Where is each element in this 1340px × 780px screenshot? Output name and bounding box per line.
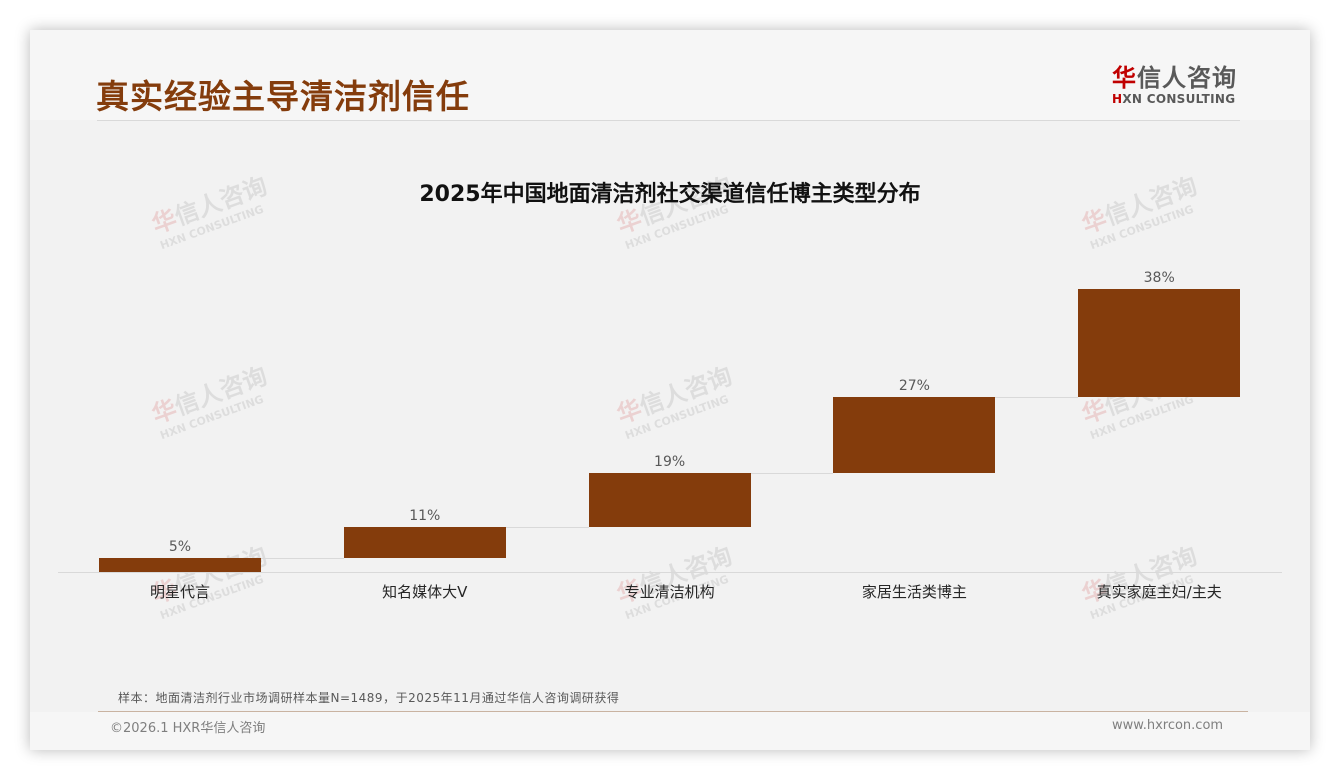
value-label: 38% [1143,270,1175,286]
copyright-text: ©2026.1 HXR华信人咨询 [110,721,266,736]
page-title: 真实经验主导清洁剂信任 [96,77,470,116]
bar-2 [343,526,506,558]
x-axis-line [58,572,1282,573]
header-band [30,30,1310,120]
category-label: 明星代言 [149,583,210,601]
chart-title: 2025年中国地面清洁剂社交渠道信任博主类型分布 [419,182,921,207]
waterfall-chart: 5% 明星代言 11% 知名媒体大V 19% 专业清洁机构 27% 家居生活类博主 38% 真实家… [58,270,1282,610]
footer-band [30,712,1310,750]
category-label: 知名媒体大V [382,583,468,601]
bar-5 [1078,289,1241,397]
watermark-hua: 华 [613,204,646,240]
connector-line [261,557,344,559]
logo-hua-char: 华 [1112,64,1137,92]
footer-divider [98,711,1248,712]
value-label: 27% [898,377,930,394]
connector-line [750,472,834,474]
category-label: 专业清洁机构 [624,583,715,601]
header-divider [97,120,1240,121]
category-label: 家居生活类博主 [861,583,967,601]
sample-note: 样本：地面清洁剂行业市场调研样本量N=1489，于2025年11月通过华信人咨询… [118,691,620,705]
watermark-hua: 华 [1078,204,1111,240]
logo-h-char: H [1112,92,1123,106]
bar-4 [833,396,996,473]
website-link[interactable]: www.hxrcon.com [1112,718,1224,733]
logo-chinese: 华信人咨询 [1112,64,1242,92]
logo-english: HXN CONSULTING [1112,92,1242,106]
slide: 华信人咨询 HXN CONSULTING 华信人咨询 HXN CONSULTING 华信… [30,30,1310,750]
value-label: 19% [654,453,686,470]
value-label: 5% [168,538,192,555]
company-logo: 华信人咨询 HXN CONSULTING [1112,64,1242,106]
value-label: 11% [409,507,441,524]
bar-1 [99,557,261,572]
connector-line [505,526,589,528]
bar-3 [588,472,751,527]
watermark-hua: 华 [148,204,181,240]
logo-en-rest: XN CONSULTING [1122,92,1236,106]
category-label: 真实家庭主妇/主夫 [1096,583,1222,601]
logo-cn-rest: 信人咨询 [1137,64,1237,92]
connector-line [995,396,1079,398]
